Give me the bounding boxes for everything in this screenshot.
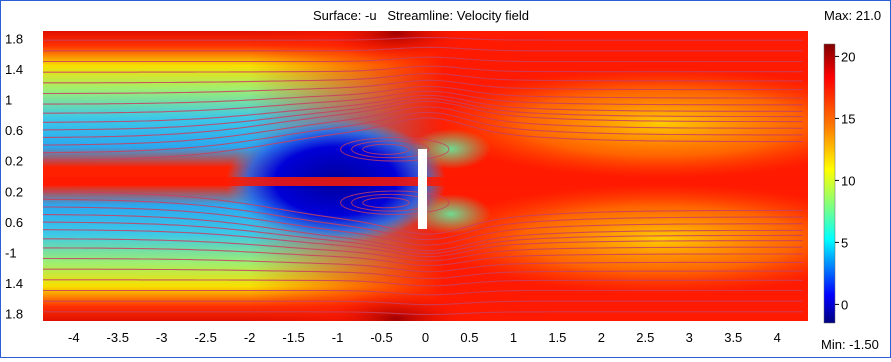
streamline — [43, 65, 803, 73]
streamline — [43, 198, 803, 241]
streamline — [43, 191, 803, 235]
streamline — [43, 56, 803, 63]
streamline — [43, 111, 803, 154]
surface-peak-bottom — [321, 291, 471, 321]
surface-wake-top — [431, 68, 808, 178]
streamline — [43, 257, 803, 273]
x-tick-label: 1.5 — [548, 330, 566, 345]
y-tick-label: 1 — [5, 93, 12, 108]
x-tick-label: 2 — [598, 330, 605, 345]
streamline — [43, 206, 803, 246]
x-tick-label: -0.5 — [370, 330, 392, 345]
y-tick-label: 1.4 — [5, 276, 23, 291]
streamline — [43, 100, 803, 138]
vortex-streamline — [362, 197, 410, 209]
streamline — [43, 46, 803, 52]
colorbar-tick-label: 20 — [841, 49, 855, 64]
x-tick-label: 2.5 — [636, 330, 654, 345]
vortex-streamline — [340, 190, 450, 215]
streamline — [43, 106, 803, 146]
x-tick-label: -2 — [244, 330, 256, 345]
streamline — [43, 279, 803, 287]
streamline — [43, 289, 803, 296]
y-tick-label: -1 — [5, 245, 17, 260]
colorbar-max-label: Max: 21.0 — [824, 8, 881, 23]
colorbar-ticks: 20 15 10 5 0 — [835, 49, 855, 312]
surface-wake-bottom — [431, 184, 808, 294]
streamline — [43, 247, 803, 267]
vortex-streamline — [340, 137, 450, 162]
x-tick-label: -1.5 — [282, 330, 304, 345]
y-tick-label: 0.6 — [5, 123, 23, 138]
x-tick-label: 4 — [774, 330, 781, 345]
x-tick-label: 1 — [510, 330, 517, 345]
streamline — [43, 98, 803, 131]
plot-area — [43, 31, 808, 321]
x-tick-label: 0 — [422, 330, 429, 345]
x-tick-label: 3.5 — [724, 330, 742, 345]
x-tick-label: 0.5 — [460, 330, 478, 345]
y-tick-label: 1.8 — [5, 32, 23, 47]
streamline — [43, 73, 803, 84]
colorbar-tick-label: 15 — [841, 111, 855, 126]
streamline — [43, 90, 803, 114]
streamline — [43, 238, 803, 262]
x-axis: -4 -3.5 -3 -2.5 -2 -1.5 -1 -0.5 0 0.5 1 1.5 2 2.5 3 3.5… — [68, 330, 781, 345]
x-tick-label: -3.5 — [107, 330, 129, 345]
streamline — [43, 79, 803, 95]
streamline — [43, 85, 803, 105]
obstacle-plate — [418, 149, 427, 229]
vortex-streamline — [362, 143, 410, 155]
x-tick-label: -2.5 — [194, 330, 216, 345]
y-axis: 1.8 1.4 1 0.6 0.2 0.2 0.6 -1 1.4 1.8 — [5, 32, 23, 322]
streamline — [43, 117, 803, 161]
colorbar-min-label: Min: -1.50 — [821, 337, 879, 352]
streamline — [43, 300, 803, 306]
y-tick-label: 0.6 — [5, 215, 23, 230]
streamline — [43, 36, 803, 41]
streamlines — [43, 36, 803, 316]
streamline — [43, 221, 803, 254]
x-tick-label: 3 — [686, 330, 693, 345]
surface-peak-top — [321, 31, 471, 61]
vortex-streamline — [351, 140, 430, 159]
colorbar-tick-label: 5 — [841, 235, 848, 250]
streamline — [43, 94, 803, 123]
x-tick-label: -4 — [68, 330, 80, 345]
y-tick-label: 0.2 — [5, 184, 23, 199]
colorbar-tick-label: 0 — [841, 297, 848, 312]
y-tick-label: 0.2 — [5, 154, 23, 169]
streamline — [43, 229, 803, 258]
colorbar — [823, 43, 836, 324]
x-tick-label: -3 — [156, 330, 168, 345]
x-tick-label: -1 — [332, 330, 344, 345]
colorbar-tick-label: 10 — [841, 173, 855, 188]
streamline — [43, 214, 803, 252]
streamline — [43, 311, 803, 316]
chart-title: Surface: -u Streamline: Velocity field — [313, 8, 529, 23]
y-tick-label: 1.4 — [5, 62, 23, 77]
streamline — [43, 268, 803, 279]
y-tick-label: 1.8 — [5, 306, 23, 321]
vortex-streamline — [351, 193, 430, 212]
